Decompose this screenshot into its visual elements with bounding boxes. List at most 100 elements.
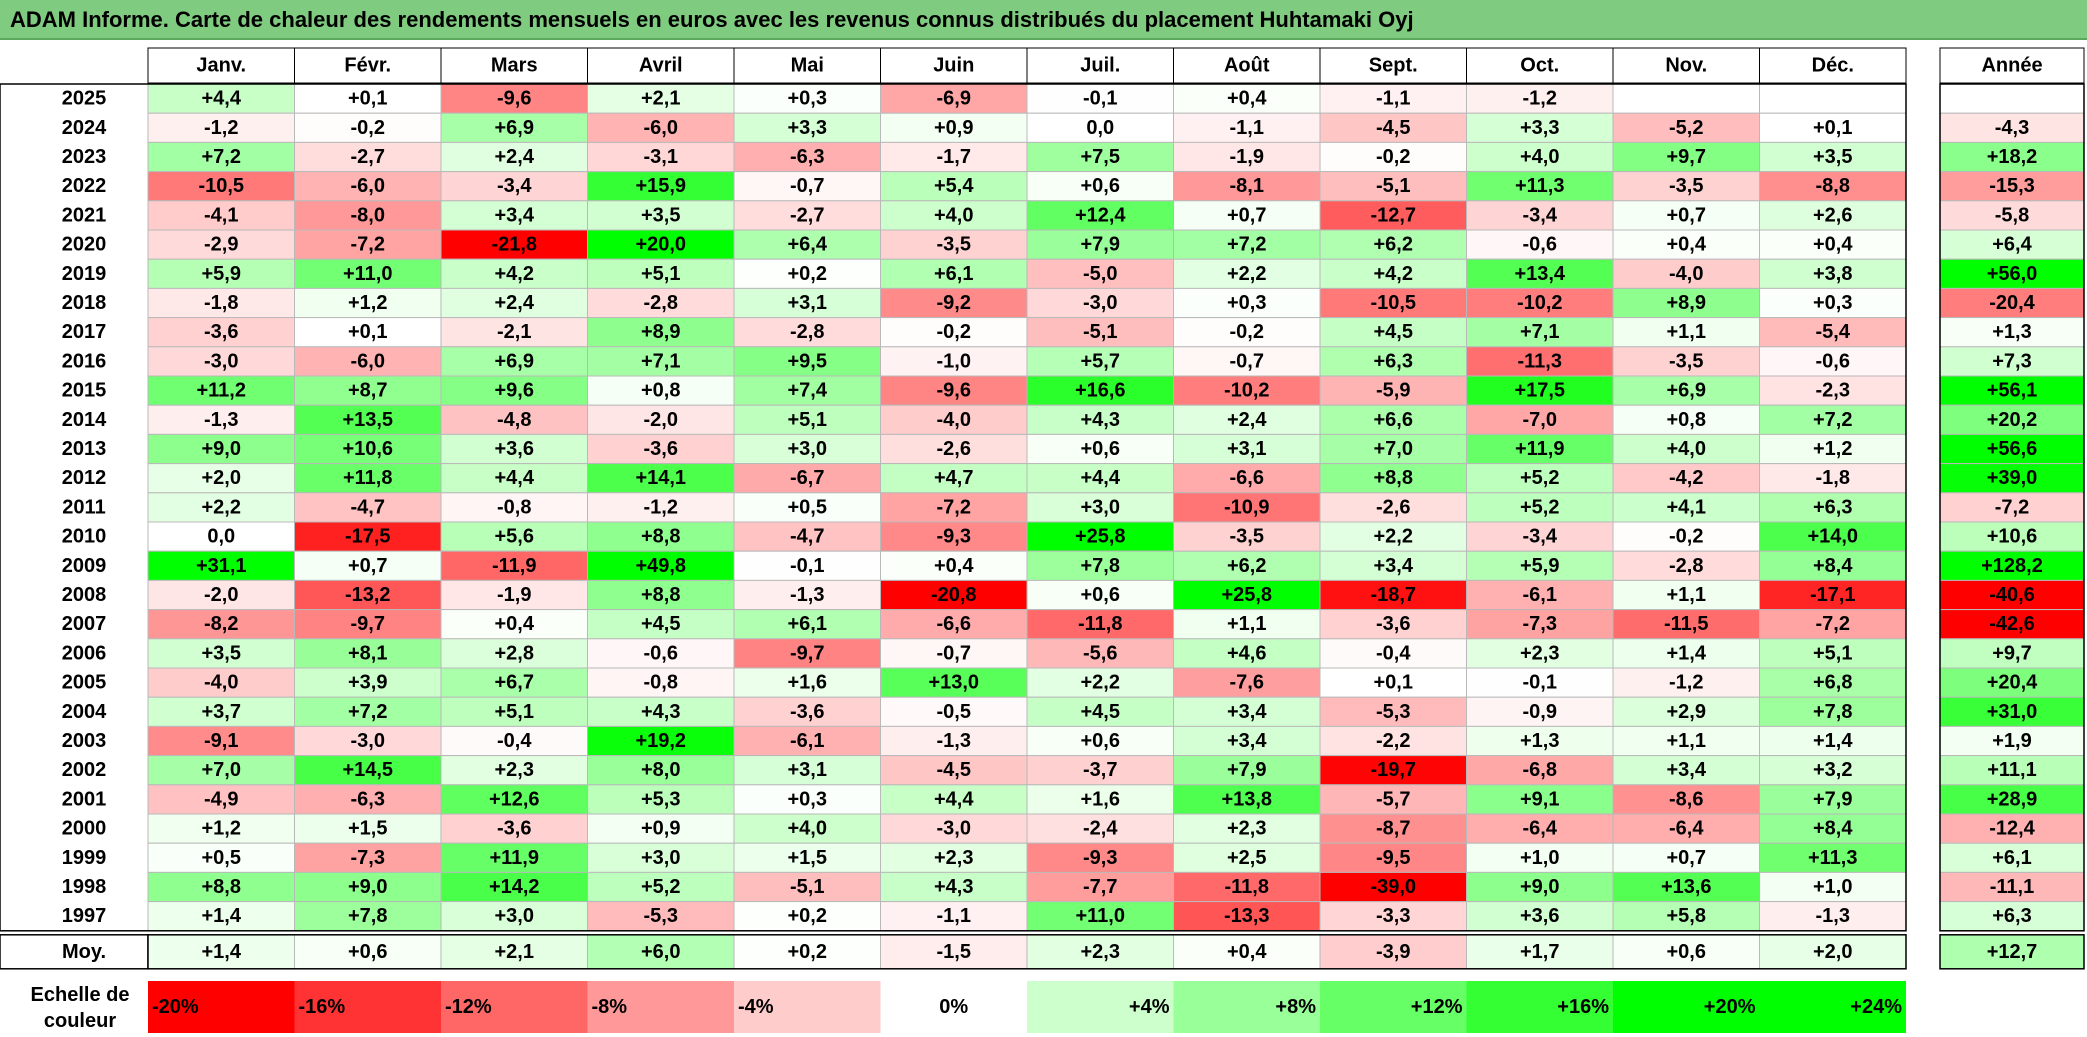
- cell-value: +9,5: [788, 350, 827, 372]
- scale-step-label: -12%: [445, 996, 492, 1018]
- cell-value: -4,5: [937, 759, 971, 781]
- heatmap-cell: [880, 755, 1028, 786]
- average-annual-value: +12,7: [1987, 941, 2038, 963]
- heatmap-cell: [294, 375, 442, 406]
- cell-value: -5,4: [1816, 321, 1851, 343]
- scale-step-label: -16%: [299, 996, 346, 1018]
- heatmap-cell: [1319, 404, 1467, 435]
- cell-value: +5,9: [202, 263, 241, 285]
- cell-value: -17,5: [345, 526, 391, 548]
- cell-value: -3,5: [1669, 350, 1703, 372]
- cell-value: +14,5: [342, 759, 393, 781]
- scale-swatch: [1320, 981, 1467, 1033]
- heatmap-cell: [880, 258, 1028, 289]
- heatmap-cell: [147, 317, 295, 348]
- cell-value: +16,6: [1075, 380, 1126, 402]
- heatmap-cell: [1612, 842, 1760, 873]
- cell-value: +0,7: [1667, 847, 1706, 869]
- cell-value: +7,0: [1374, 438, 1413, 460]
- cell-value: +1,1: [1667, 584, 1706, 606]
- cell-value: +3,1: [788, 759, 827, 781]
- cell-value: -0,2: [937, 321, 971, 343]
- cell-value: -0,2: [1230, 321, 1264, 343]
- cell-value: -5,7: [1376, 788, 1410, 810]
- heatmap-cell: [733, 725, 881, 757]
- heatmap-cell: [147, 725, 295, 757]
- cell-value: +5,9: [1520, 555, 1559, 577]
- cell-value: -8,6: [1669, 788, 1703, 810]
- heatmap-cell: [147, 200, 295, 231]
- cell-value: +6,1: [788, 613, 827, 635]
- heatmap-cell: [1026, 755, 1174, 786]
- scale-swatch: [294, 981, 441, 1033]
- heatmap-cell: [1026, 901, 1174, 932]
- heatmap-cell: [1612, 579, 1760, 611]
- heatmap-cell: [733, 375, 881, 406]
- heatmap-cell: [1026, 141, 1174, 173]
- cell-value: +6,7: [495, 672, 534, 694]
- cell-value: +2,4: [495, 146, 535, 168]
- month-header-label: Juin: [933, 55, 974, 77]
- heatmap-cell: [1026, 346, 1174, 377]
- cell-value: -3,0: [937, 818, 971, 840]
- month-header-cell: [1612, 47, 1760, 84]
- cell-value: +1,2: [202, 818, 241, 840]
- cell-value: +7,1: [641, 350, 680, 372]
- cell-value: +0,9: [934, 117, 973, 139]
- heatmap-cell: [1612, 433, 1760, 465]
- heatmap-cell: [1612, 463, 1760, 494]
- cell-value: +4,4: [934, 788, 974, 810]
- annual-value: +18,2: [1987, 146, 2038, 168]
- cell-value: +14,0: [1807, 526, 1858, 548]
- cell-value: -4,8: [497, 409, 531, 431]
- cell-value: -0,1: [1523, 672, 1557, 694]
- scale-step-label: +20%: [1704, 996, 1756, 1018]
- heatmap-cell: [147, 667, 295, 698]
- scale-step-label: +12%: [1411, 996, 1463, 1018]
- cell-value: +2,3: [934, 847, 973, 869]
- annual-value: -11,1: [1990, 876, 2034, 898]
- heatmap-cell: [1466, 83, 1614, 114]
- average-cell: [587, 934, 735, 970]
- cell-value: -1,8: [1816, 467, 1850, 489]
- cell-value: +4,6: [1227, 642, 1266, 664]
- cell-value: -3,7: [1083, 759, 1117, 781]
- heatmap-cell: [1759, 433, 1907, 465]
- cell-value: +25,8: [1221, 584, 1272, 606]
- cell-value: +11,2: [196, 380, 246, 402]
- heatmap-cell: [1612, 83, 1760, 114]
- cell-value: -0,7: [1230, 350, 1264, 372]
- cell-value: -2,4: [1083, 818, 1118, 840]
- heatmap-cell: [587, 229, 735, 260]
- heatmap-cell: [1466, 287, 1614, 319]
- annual-value: -7,2: [1995, 496, 2029, 518]
- cell-value: +3,4: [1374, 555, 1414, 577]
- heatmap-cell: [733, 901, 881, 932]
- year-header-label: Année: [1981, 55, 2042, 77]
- cell-value: +4,2: [495, 263, 534, 285]
- heatmap-cell: [294, 579, 442, 611]
- heatmap-cell: [294, 755, 442, 786]
- cell-value: +5,1: [1813, 642, 1852, 664]
- cell-value: -0,8: [497, 496, 531, 518]
- cell-value: +7,9: [1813, 788, 1852, 810]
- cell-value: +2,6: [1813, 204, 1852, 226]
- heatmap-cell: [1026, 842, 1174, 873]
- heatmap-cell: [1466, 667, 1614, 698]
- cell-value: +6,1: [934, 263, 973, 285]
- heatmap-cell: [1173, 871, 1321, 903]
- month-header-label: Août: [1224, 55, 1270, 77]
- heatmap-cell: [587, 550, 735, 581]
- cell-value: -19,7: [1370, 759, 1416, 781]
- heatmap-cell: [1026, 784, 1174, 815]
- cell-value: -6,3: [790, 146, 824, 168]
- annual-value: -12,4: [1989, 818, 2035, 840]
- row-year-label: 2012: [62, 467, 107, 489]
- cell-value: -3,1: [644, 146, 678, 168]
- cell-value: +12,4: [1075, 204, 1126, 226]
- cell-value: +0,4: [934, 555, 974, 577]
- annual-cell: [1939, 696, 2085, 727]
- cell-value: -8,2: [204, 613, 238, 635]
- annual-value: +11,1: [1987, 759, 2037, 781]
- cell-value: -5,9: [1376, 380, 1410, 402]
